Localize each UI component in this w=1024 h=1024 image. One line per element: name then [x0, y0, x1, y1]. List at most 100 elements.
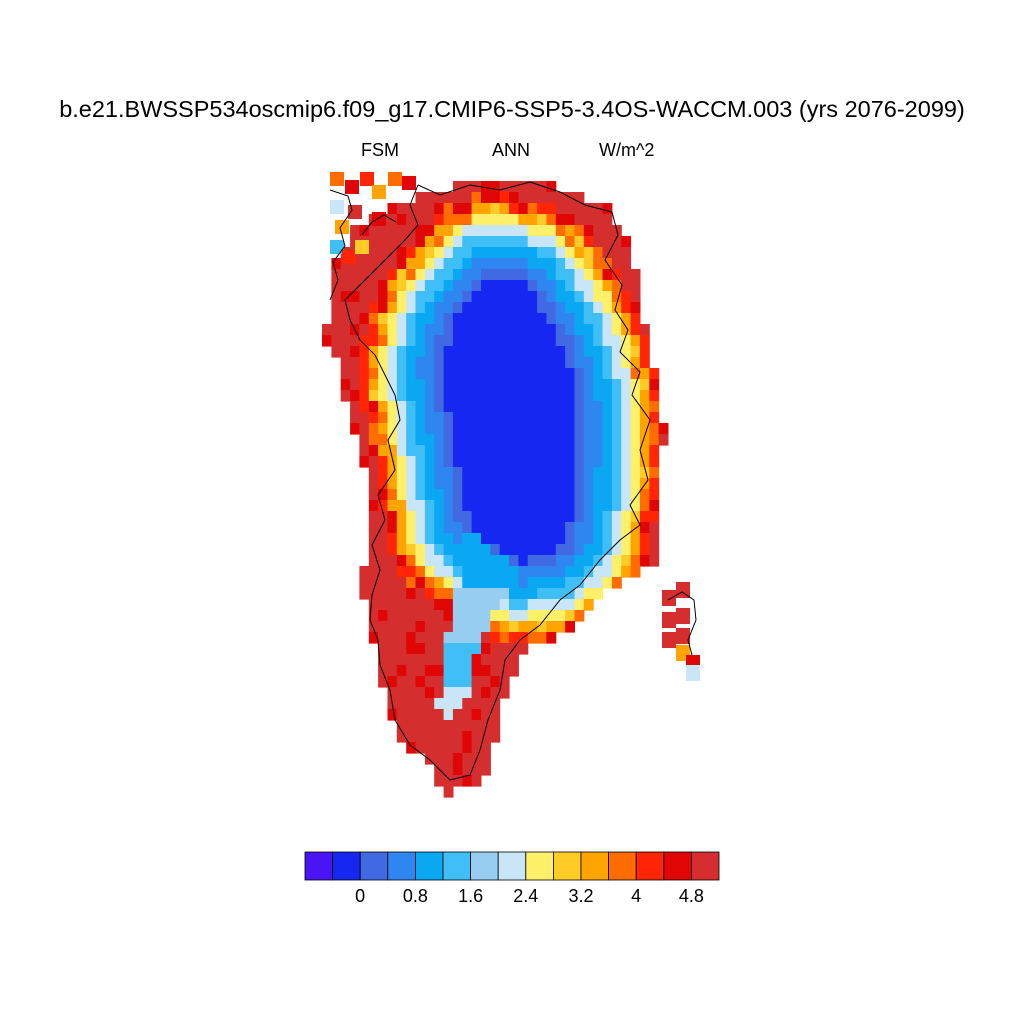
map-cell: [378, 467, 388, 479]
map-cell: [462, 390, 473, 402]
map-cell: [621, 280, 632, 292]
map-cell: [434, 313, 445, 325]
map-cell: [602, 247, 613, 259]
map-cell: [452, 709, 463, 721]
map-cell: [490, 489, 501, 501]
map-cell: [499, 335, 510, 347]
map-cell: [527, 247, 538, 259]
map-cell: [583, 412, 594, 424]
map-cell: [574, 324, 585, 336]
map-cell: [555, 236, 566, 248]
map-cell: [434, 192, 445, 204]
map-cell: [387, 533, 398, 545]
map-cell: [527, 632, 538, 644]
map-cell: [518, 566, 529, 578]
map-cell: [462, 764, 473, 776]
map-cell: [462, 280, 473, 292]
map-cell: [490, 555, 501, 567]
map-cell: [537, 280, 547, 292]
map-cell: [555, 368, 566, 380]
map-cell: [509, 313, 519, 325]
map-cell: [368, 357, 379, 369]
map-cell: [555, 478, 566, 490]
map-cell: [481, 236, 491, 248]
map-cell: [368, 500, 379, 512]
map-cell: [565, 192, 575, 204]
map-cell: [396, 478, 407, 490]
map-cell: [527, 544, 538, 556]
map-cell: [415, 665, 426, 677]
map-cell: [462, 423, 473, 435]
map-cell: [471, 599, 482, 611]
map-cell: [378, 632, 388, 644]
map-cell: [452, 401, 463, 413]
map-cell: [565, 533, 575, 545]
map-cell: [499, 346, 510, 358]
map-cell: [406, 676, 417, 688]
map-cell: [565, 456, 575, 468]
colorbar-box: [414, 851, 444, 881]
map-cell: [462, 632, 473, 644]
map-cell: [490, 643, 501, 655]
map-cell: [340, 335, 351, 347]
coastline-outlines: [329, 181, 697, 781]
map-cell: [415, 434, 426, 446]
map-cell: [434, 445, 445, 457]
map-cell: [546, 434, 557, 446]
map-cell: [462, 214, 473, 226]
map-cell: [509, 291, 519, 303]
map-cell: [406, 401, 417, 413]
map-cell: [424, 500, 435, 512]
map-cell: [378, 236, 388, 248]
map-cell: [555, 434, 566, 446]
map-cell: [424, 335, 435, 347]
map-cell: [368, 445, 379, 457]
map-cell: [527, 533, 538, 545]
map-cell: [350, 368, 360, 380]
map-cell: [424, 731, 435, 743]
map-cell: [471, 489, 482, 501]
map-cell: [565, 566, 575, 578]
map-cell: [490, 225, 501, 237]
map-cell: [555, 588, 566, 600]
map-cell: [583, 291, 594, 303]
map-cell: [452, 577, 463, 589]
map-cell: [537, 192, 547, 204]
map-cell: [378, 610, 388, 622]
map-cell: [499, 621, 510, 633]
map-cell: [509, 269, 519, 281]
map-cell: [546, 390, 557, 402]
map-cell: [593, 225, 604, 237]
map-cell: [378, 302, 388, 314]
map-cell: [387, 632, 398, 644]
map-cell: [602, 533, 613, 545]
map-cell: [537, 181, 547, 193]
map-cell: [574, 236, 585, 248]
map-cell: [602, 368, 613, 380]
map-cell: [630, 390, 641, 402]
map-cell: [387, 456, 398, 468]
map-cell: [546, 467, 557, 479]
map-cell: [350, 357, 360, 369]
map-cell: [415, 423, 426, 435]
colorbar-box: [580, 851, 610, 881]
coastline: [344, 184, 451, 781]
map-cell: [452, 687, 463, 699]
map-cell: [583, 555, 594, 567]
map-cell: [396, 621, 407, 633]
map-cell: [527, 192, 538, 204]
map-cell: [611, 247, 622, 259]
map-cell: [372, 212, 386, 226]
map-cell: [443, 775, 454, 787]
map-cell: [415, 291, 426, 303]
map-cell: [359, 269, 370, 281]
units-label: W/m^2: [599, 140, 655, 160]
map-cell: [602, 357, 613, 369]
map-cell: [415, 709, 426, 721]
map-cell: [378, 401, 388, 413]
map-cell: [630, 478, 641, 490]
map-cell: [330, 240, 344, 254]
map-cell: [574, 401, 585, 413]
map-cell: [350, 335, 360, 347]
map-cell: [481, 346, 491, 358]
